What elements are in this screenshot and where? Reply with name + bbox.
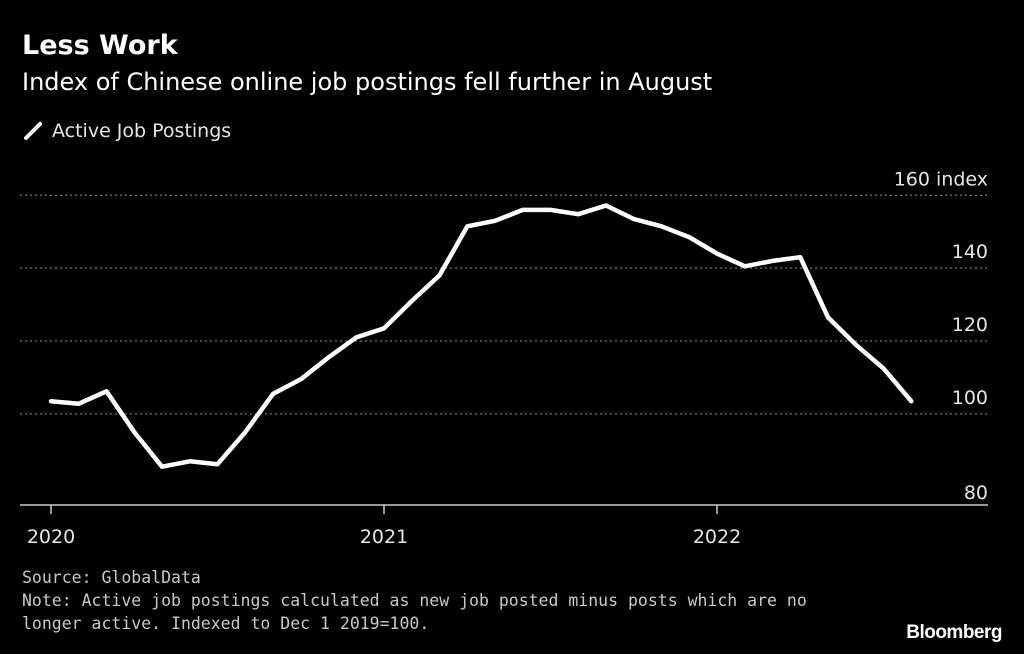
y-tick-label-160: 160 index <box>894 168 988 190</box>
legend-label: Active Job Postings <box>52 120 232 142</box>
chart-title: Less Work <box>22 30 178 61</box>
x-tick-label-2021: 2021 <box>360 526 408 548</box>
line-chart: 160 index 140 120 100 80 2020 2021 2022 <box>20 168 988 548</box>
x-tick-label-2020: 2020 <box>27 526 75 548</box>
chart-subtitle: Index of Chinese online job postings fel… <box>22 68 713 96</box>
y-tick-label-100: 100 <box>952 387 988 409</box>
footer: Source: GlobalData Note: Active job post… <box>22 566 842 635</box>
note-text: Note: Active job postings calculated as … <box>22 591 817 633</box>
y-tick-label-120: 120 <box>952 314 988 336</box>
x-tick-label-2022: 2022 <box>693 526 741 548</box>
series-line-0 <box>48 203 914 469</box>
bloomberg-logo: Bloomberg <box>906 622 1002 643</box>
legend: Active Job Postings <box>22 120 231 142</box>
legend-line-icon <box>24 122 42 140</box>
source-text: Source: GlobalData <box>22 568 201 587</box>
y-tick-label-80: 80 <box>964 482 988 504</box>
y-tick-label-140: 140 <box>952 241 988 263</box>
